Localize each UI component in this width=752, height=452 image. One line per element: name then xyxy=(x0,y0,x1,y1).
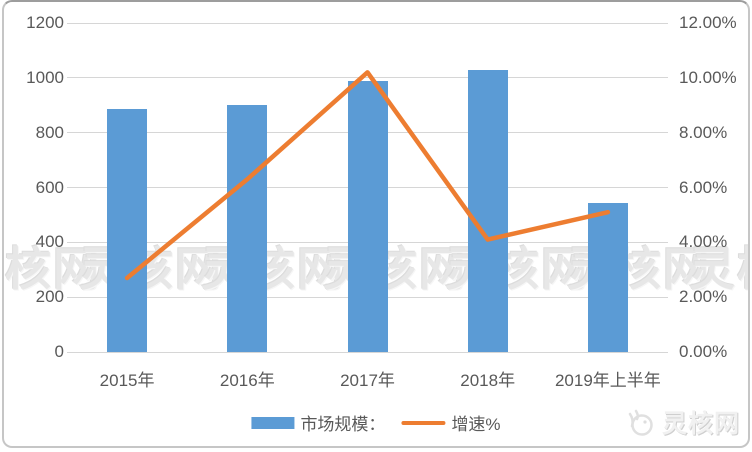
market-size-bar xyxy=(347,80,388,352)
y-axis-tick-right: 4.00% xyxy=(679,232,728,252)
x-axis-label: 2015年 xyxy=(99,371,155,390)
gridline xyxy=(67,351,668,353)
y-axis-tick-right: 8.00% xyxy=(679,122,728,142)
gridline xyxy=(67,22,668,24)
watermark-text: 灵核网 xyxy=(323,243,467,295)
watermark-text: 灵核网 xyxy=(4,243,101,295)
market-size-bar xyxy=(467,69,508,352)
legend-line-label: 增速% xyxy=(451,415,501,434)
y-axis-tick-right: 6.00% xyxy=(679,177,728,197)
x-axis-label: 2018年 xyxy=(460,371,516,390)
market-size-bar xyxy=(587,202,628,352)
y-axis-tick-left: 1200 xyxy=(26,13,64,32)
watermark-text: 灵核网 xyxy=(689,243,748,295)
site-logo-icon xyxy=(628,409,653,436)
x-axis-label: 2016年 xyxy=(219,371,275,390)
watermark-text: 灵核网 xyxy=(79,243,223,295)
x-axis-label: 2017年 xyxy=(340,371,395,390)
y-axis-tick-right: 2.00% xyxy=(679,287,728,307)
site-logo: 灵核网 xyxy=(624,404,740,440)
market-size-bar xyxy=(227,105,268,352)
y-axis-tick-left: 0 xyxy=(54,342,64,361)
x-axis-label: 2019年上半年 xyxy=(554,371,661,390)
y-axis-tick-left: 1000 xyxy=(26,67,64,87)
legend-bar-swatch xyxy=(251,416,295,429)
legend-bar-label: 市场规模： xyxy=(300,415,386,434)
y-axis-tick-right: 12.00% xyxy=(679,13,737,32)
y-axis-tick-left: 200 xyxy=(35,287,64,307)
gridline xyxy=(67,77,668,79)
watermark-text: 灵核网 xyxy=(201,243,345,295)
y-axis-tick-left: 800 xyxy=(35,122,64,142)
legend-line-swatch xyxy=(401,420,446,425)
growth-line xyxy=(124,70,611,281)
y-axis-tick-left: 400 xyxy=(35,232,64,252)
y-axis-tick-right: 10.00% xyxy=(679,67,737,87)
market-size-bar xyxy=(107,109,148,352)
growth-line-series xyxy=(124,70,611,281)
y-axis-tick-left: 600 xyxy=(35,177,64,197)
y-axis-tick-right: 0.00% xyxy=(679,342,728,361)
chart-legend: 市场规模： 增速% xyxy=(251,410,501,435)
site-logo-text: 灵核网 xyxy=(661,410,740,438)
